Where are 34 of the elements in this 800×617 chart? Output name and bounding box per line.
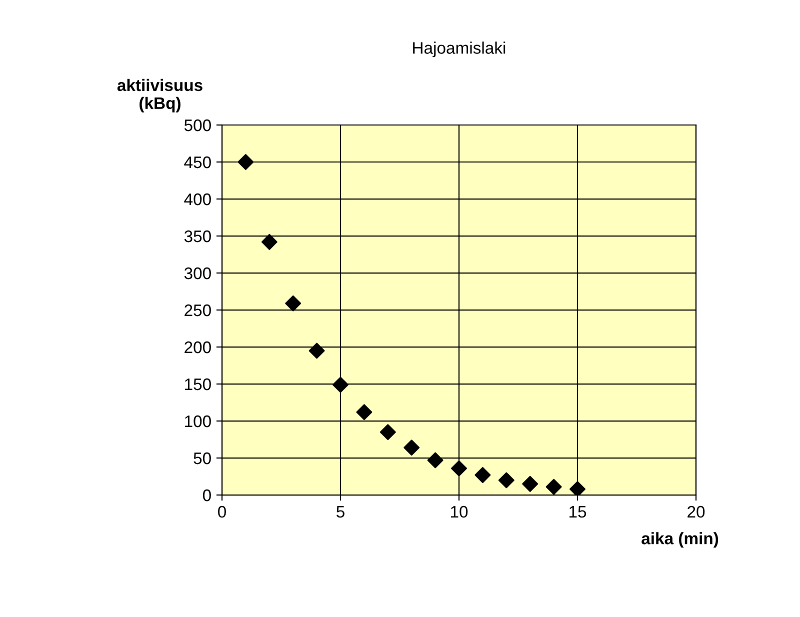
x-tick-label: 10 bbox=[451, 506, 468, 518]
x-tick-label: 15 bbox=[570, 506, 586, 518]
point bbox=[285, 295, 302, 312]
y-tick-label: 250 bbox=[184, 304, 211, 316]
point bbox=[522, 476, 538, 492]
point bbox=[474, 467, 491, 484]
chart-title: Hajoamislaki bbox=[413, 42, 506, 58]
point bbox=[570, 481, 586, 496]
point bbox=[356, 404, 372, 420]
y-axis-title: aktiivisuus (kBq) bbox=[117, 78, 202, 112]
x-tick-label: 20 bbox=[688, 506, 705, 518]
point bbox=[261, 234, 278, 250]
point bbox=[238, 154, 254, 170]
y-tick-label: 0 bbox=[202, 489, 211, 502]
point bbox=[427, 452, 444, 468]
y-tick-label: 300 bbox=[184, 267, 211, 280]
point bbox=[404, 440, 420, 456]
point bbox=[498, 472, 514, 488]
y-tick-label: 450 bbox=[184, 156, 211, 168]
y-tick-label: 200 bbox=[184, 341, 211, 354]
x-tick-label: 0 bbox=[218, 506, 226, 518]
x-tick-label: 5 bbox=[336, 506, 344, 518]
point bbox=[308, 342, 325, 359]
x-axis-title: aika (min) bbox=[642, 532, 718, 548]
point bbox=[380, 424, 396, 440]
y-tick-label: 100 bbox=[185, 415, 211, 428]
point bbox=[332, 376, 348, 393]
y-tick-label: 50 bbox=[194, 452, 211, 464]
y-tick-label: 400 bbox=[184, 193, 211, 206]
y-tick-label: 350 bbox=[184, 230, 211, 242]
point bbox=[451, 460, 467, 476]
y-tick-label: 150 bbox=[185, 378, 211, 390]
point bbox=[546, 478, 562, 495]
y-tick-label: 500 bbox=[184, 119, 211, 132]
